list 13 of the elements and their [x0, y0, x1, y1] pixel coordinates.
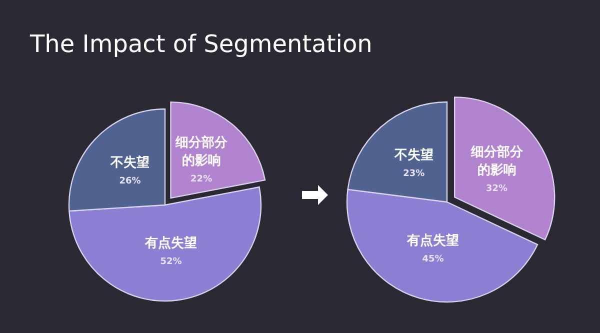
data-label: 45%: [422, 254, 444, 264]
slice-label: 细分部分的影响: [174, 134, 228, 169]
slice-label: 细分部分的影响: [470, 144, 524, 178]
data-label: 23%: [403, 168, 425, 179]
slice-label: 不失望: [110, 154, 150, 171]
slice-label: 有点失望: [406, 232, 460, 249]
chart-title: The Impact of Segmentation: [29, 30, 372, 58]
data-label: 52%: [160, 257, 182, 268]
data-label: 22%: [190, 174, 212, 185]
slice-label: 不失望: [393, 147, 434, 164]
data-label: 32%: [486, 184, 508, 194]
data-label: 26%: [119, 176, 141, 187]
slice-label: 有点失望: [144, 235, 198, 252]
